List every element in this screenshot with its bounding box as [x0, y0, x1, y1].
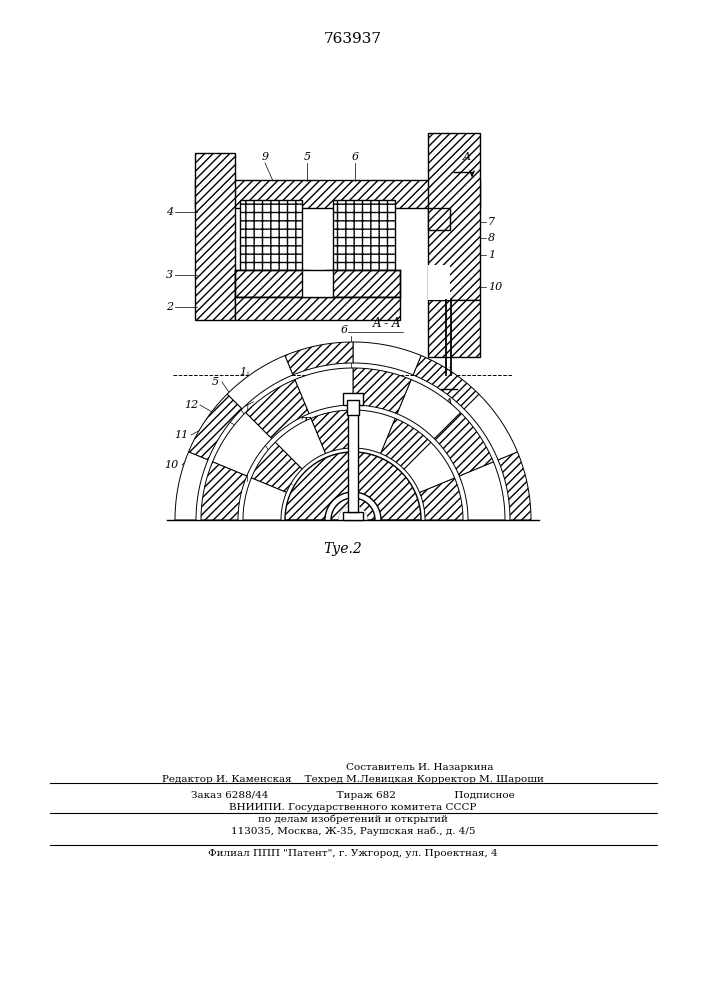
Polygon shape	[331, 498, 375, 520]
Text: Τуе.2: Τуе.2	[324, 542, 363, 556]
Bar	[428, 265, 450, 300]
Text: 9: 9	[262, 152, 269, 162]
Polygon shape	[311, 410, 353, 453]
Text: 5: 5	[211, 377, 218, 387]
Text: 1: 1	[240, 367, 247, 377]
Bar	[240, 200, 302, 270]
Bar	[428, 300, 480, 357]
Bar	[347, 400, 359, 415]
Bar	[195, 153, 235, 320]
Text: 12: 12	[184, 400, 198, 410]
Polygon shape	[353, 342, 421, 375]
Bar	[333, 200, 395, 270]
Polygon shape	[189, 394, 242, 460]
Text: A: A	[463, 152, 471, 162]
Text: 1: 1	[488, 250, 495, 260]
Polygon shape	[460, 462, 505, 520]
Text: 763937: 763937	[324, 32, 382, 46]
Text: Редактор И. Каменская    Техред М.Левицкая Корректор М. Шароши: Редактор И. Каменская Техред М.Левицкая …	[162, 774, 544, 784]
Bar	[235, 270, 310, 297]
Polygon shape	[213, 413, 271, 476]
Text: 6: 6	[351, 152, 358, 162]
Polygon shape	[353, 410, 395, 453]
Polygon shape	[434, 413, 493, 476]
Bar	[428, 208, 450, 230]
Polygon shape	[227, 356, 293, 409]
Polygon shape	[175, 452, 208, 520]
Polygon shape	[464, 394, 518, 460]
Polygon shape	[397, 380, 460, 439]
Polygon shape	[380, 418, 431, 469]
Text: 10: 10	[164, 460, 178, 470]
Bar	[348, 402, 358, 512]
Polygon shape	[413, 356, 479, 409]
Text: Составитель И. Назаркина: Составитель И. Назаркина	[346, 762, 493, 772]
Polygon shape	[498, 452, 531, 520]
Text: Заказ 6288/44                     Тираж 682                  Подписное: Заказ 6288/44 Тираж 682 Подписное	[191, 790, 515, 800]
Text: 10: 10	[488, 282, 502, 292]
Text: 3: 3	[166, 270, 173, 280]
Bar	[302, 270, 333, 297]
Polygon shape	[404, 442, 455, 492]
Polygon shape	[285, 342, 353, 375]
Bar	[343, 512, 363, 520]
Text: A: A	[445, 398, 453, 408]
Bar	[325, 270, 400, 297]
Text: 4: 4	[166, 207, 173, 217]
Text: ВНИИПИ. Государственного комитета СССР: ВНИИПИ. Государственного комитета СССР	[229, 802, 477, 812]
Text: по делам изобретений и открытий: по делам изобретений и открытий	[258, 814, 448, 824]
Text: Филиал ППП "Патент", г. Ужгород, ул. Проектная, 4: Филиал ППП "Патент", г. Ужгород, ул. Про…	[208, 848, 498, 857]
Text: 8: 8	[488, 233, 495, 243]
Polygon shape	[201, 462, 247, 520]
Polygon shape	[339, 506, 367, 520]
Polygon shape	[285, 452, 421, 520]
Text: 7: 7	[488, 217, 495, 227]
Polygon shape	[419, 478, 463, 520]
Polygon shape	[275, 418, 325, 469]
Text: 113035, Москва, Ж-35, Раушская наб., д. 4/5: 113035, Москва, Ж-35, Раушская наб., д. …	[230, 826, 475, 836]
Polygon shape	[245, 380, 309, 439]
Text: A - A: A - A	[373, 317, 402, 330]
Bar	[428, 133, 480, 300]
Polygon shape	[252, 442, 302, 492]
Bar	[235, 297, 400, 320]
Bar	[195, 180, 480, 208]
Text: Τуе.1: Τуе.1	[300, 417, 339, 431]
Polygon shape	[295, 368, 353, 414]
Text: 6: 6	[341, 325, 348, 335]
Text: 11: 11	[174, 430, 188, 440]
Text: 2: 2	[166, 302, 173, 312]
Polygon shape	[353, 368, 411, 414]
Bar	[235, 270, 400, 297]
Bar	[343, 393, 363, 405]
Text: 5: 5	[303, 152, 310, 162]
Polygon shape	[243, 478, 286, 520]
